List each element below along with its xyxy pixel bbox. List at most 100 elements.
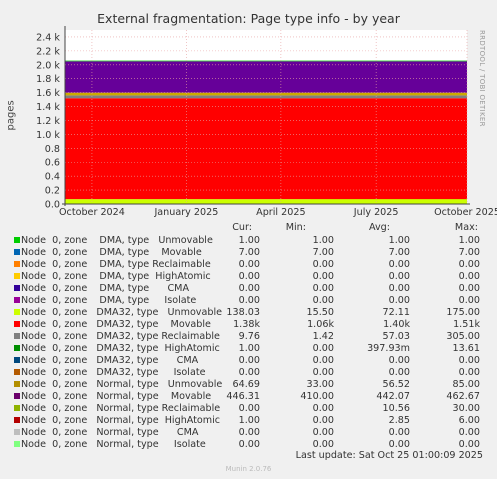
legend-label: Node 0, zone Normal, type HighAtomic	[21, 415, 221, 426]
legend-swatch	[14, 369, 20, 375]
legend-value-max: 85.00	[452, 379, 480, 390]
legend-value-min: 1.06k	[307, 319, 334, 330]
legend-swatch	[14, 297, 20, 303]
legend-swatch	[14, 237, 20, 243]
legend-label: Node 0, zone DMA, type Movable	[21, 247, 202, 258]
legend-value-cur: 0.00	[238, 403, 260, 414]
col-header-avg: Avg:	[368, 222, 390, 233]
legend-value-avg: 1.00	[388, 235, 410, 246]
legend-value-cur: 0.00	[238, 367, 260, 378]
legend-value-min: 0.00	[312, 283, 334, 294]
legend-value-cur: 1.38k	[233, 319, 260, 330]
legend-row: Node 0, zone Normal, type Reclaimable 0.0…	[14, 403, 484, 414]
legend-row: Node 0, zone DMA32, type Movable 1.38k 1.0…	[14, 319, 484, 330]
legend-value-max: 0.00	[458, 367, 480, 378]
legend-row: Node 0, zone Normal, type HighAtomic 1.00…	[14, 415, 484, 426]
col-header-max: Max:	[454, 222, 478, 233]
legend-value-min: 0.00	[312, 259, 334, 270]
y-tick-label: 2.4 k	[36, 32, 60, 43]
legend-value-avg: 0.00	[388, 271, 410, 282]
legend-value-cur: 0.00	[238, 427, 260, 438]
legend-value-max: 0.00	[458, 295, 480, 306]
legend-label: Node 0, zone DMA32, type CMA	[21, 355, 199, 366]
legend-value-cur: 1.00	[238, 343, 260, 354]
legend-value-avg: 0.00	[388, 283, 410, 294]
legend-swatch	[14, 309, 20, 315]
last-update: Last update: Sat Oct 25 01:00:09 2025	[295, 450, 483, 461]
legend-value-min: 7.00	[312, 247, 334, 258]
legend-row: Node 0, zone DMA32, type Reclaimable 9.76…	[14, 331, 484, 342]
legend-value-cur: 64.69	[232, 379, 260, 390]
legend-value-avg: 0.00	[388, 439, 410, 450]
x-tick-label: April 2025	[256, 207, 305, 218]
x-tick-label: October 2025	[434, 207, 497, 218]
legend-value-max: 13.61	[452, 343, 480, 354]
area-dma-unmovable	[65, 60, 467, 62]
grid-lines	[65, 30, 468, 204]
legend-row: Node 0, zone DMA32, type HighAtomic 1.00 0…	[14, 343, 484, 354]
legend-value-avg: 397.93m	[367, 343, 410, 354]
legend-label: Node 0, zone Normal, type Reclaimable	[21, 403, 221, 414]
y-tick-label: 0.0	[45, 200, 60, 211]
legend-row: Node 0, zone DMA, type Isolate 0.00 0.00 0.…	[14, 295, 484, 306]
x-tick-label: October 2024	[59, 207, 125, 218]
legend-value-min: 0.00	[312, 367, 334, 378]
y-tick-label: 0.8	[45, 144, 60, 155]
legend-value-min: 0.00	[312, 343, 334, 354]
legend-value-max: 0.00	[458, 283, 480, 294]
legend-value-avg: 0.00	[388, 367, 410, 378]
area-normal-movable	[65, 61, 467, 93]
legend-label: Node 0, zone DMA, type Reclaimable	[21, 259, 211, 270]
legend-value-cur: 7.00	[238, 247, 260, 258]
legend-label: Node 0, zone DMA32, type HighAtomic	[21, 343, 220, 354]
x-tick-label: January 2025	[153, 207, 218, 218]
legend-label: Node 0, zone DMA32, type Reclaimable	[21, 331, 220, 342]
col-header-min: Min:	[285, 222, 306, 233]
legend-label: Node 0, zone DMA32, type Unmovable	[21, 307, 223, 318]
legend-row: Node 0, zone DMA, type Unmovable 1.00 1.00…	[14, 235, 484, 246]
legend-swatch	[14, 333, 20, 339]
legend-value-max: 462.67	[446, 391, 480, 402]
legend-value-max: 6.00	[458, 415, 480, 426]
legend-value-avg: 1.40k	[383, 319, 410, 330]
legend-row: Node 0, zone DMA32, type Unmovable 138.03…	[14, 307, 484, 318]
legend-value-avg: 0.00	[388, 355, 410, 366]
y-tick-label: 2.0 k	[36, 60, 60, 71]
legend-value-cur: 138.03	[226, 307, 260, 318]
legend-value-min: 0.00	[312, 271, 334, 282]
legend-value-max: 0.00	[458, 271, 480, 282]
legend-label: Node 0, zone DMA32, type Isolate	[21, 367, 206, 378]
legend-row: Node 0, zone DMA32, type Isolate 0.00 0.00…	[14, 367, 484, 378]
y-axis-ticks: 0.0 0.2 0.4 0.6 0.8 1.0 k 1.2 k 1.4 k 1.6 k 1.8 k…	[36, 32, 60, 210]
legend-value-avg: 56.52	[382, 379, 410, 390]
legend-value-max: 1.51k	[453, 319, 480, 330]
y-tick-label: 1.0 k	[36, 130, 60, 141]
legend-value-avg: 72.11	[382, 307, 410, 318]
legend-value-max: 1.00	[458, 235, 480, 246]
legend-value-cur: 0.00	[238, 283, 260, 294]
legend-row: Node 0, zone DMA, type HighAtomic 0.00 0.0…	[14, 271, 484, 282]
legend-value-min: 1.00	[312, 235, 334, 246]
legend-label: Node 0, zone DMA, type Unmovable	[21, 235, 213, 246]
legend-value-cur: 0.00	[238, 259, 260, 270]
legend-swatch	[14, 429, 20, 435]
legend-label: Node 0, zone DMA, type HighAtomic	[21, 271, 211, 282]
legend-value-max: 0.00	[458, 427, 480, 438]
legend-value-cur: 9.76	[238, 331, 260, 342]
y-tick-label: 1.6 k	[36, 88, 60, 99]
legend-swatch	[14, 345, 20, 351]
legend-row: Node 0, zone DMA, type Movable 7.00 7.00 7.…	[14, 247, 484, 258]
legend-row: Node 0, zone DMA, type CMA 0.00 0.00 0.00 0.…	[14, 283, 484, 294]
legend-value-min: 0.00	[312, 403, 334, 414]
legend-row: Node 0, zone Normal, type Isolate 0.00 0.0…	[14, 439, 484, 450]
legend-value-avg: 7.00	[388, 247, 410, 258]
legend-swatch	[14, 285, 20, 291]
y-tick-label: 1.8 k	[36, 74, 60, 85]
legend-swatch	[14, 321, 20, 327]
legend-value-max: 0.00	[458, 355, 480, 366]
legend-label: Node 0, zone DMA32, type Movable	[21, 319, 211, 330]
legend-label: Node 0, zone Normal, type CMA	[21, 427, 199, 438]
y-tick-label: 0.6	[45, 158, 60, 169]
legend-swatch	[14, 381, 20, 387]
x-tick-label: July 2025	[353, 207, 399, 218]
